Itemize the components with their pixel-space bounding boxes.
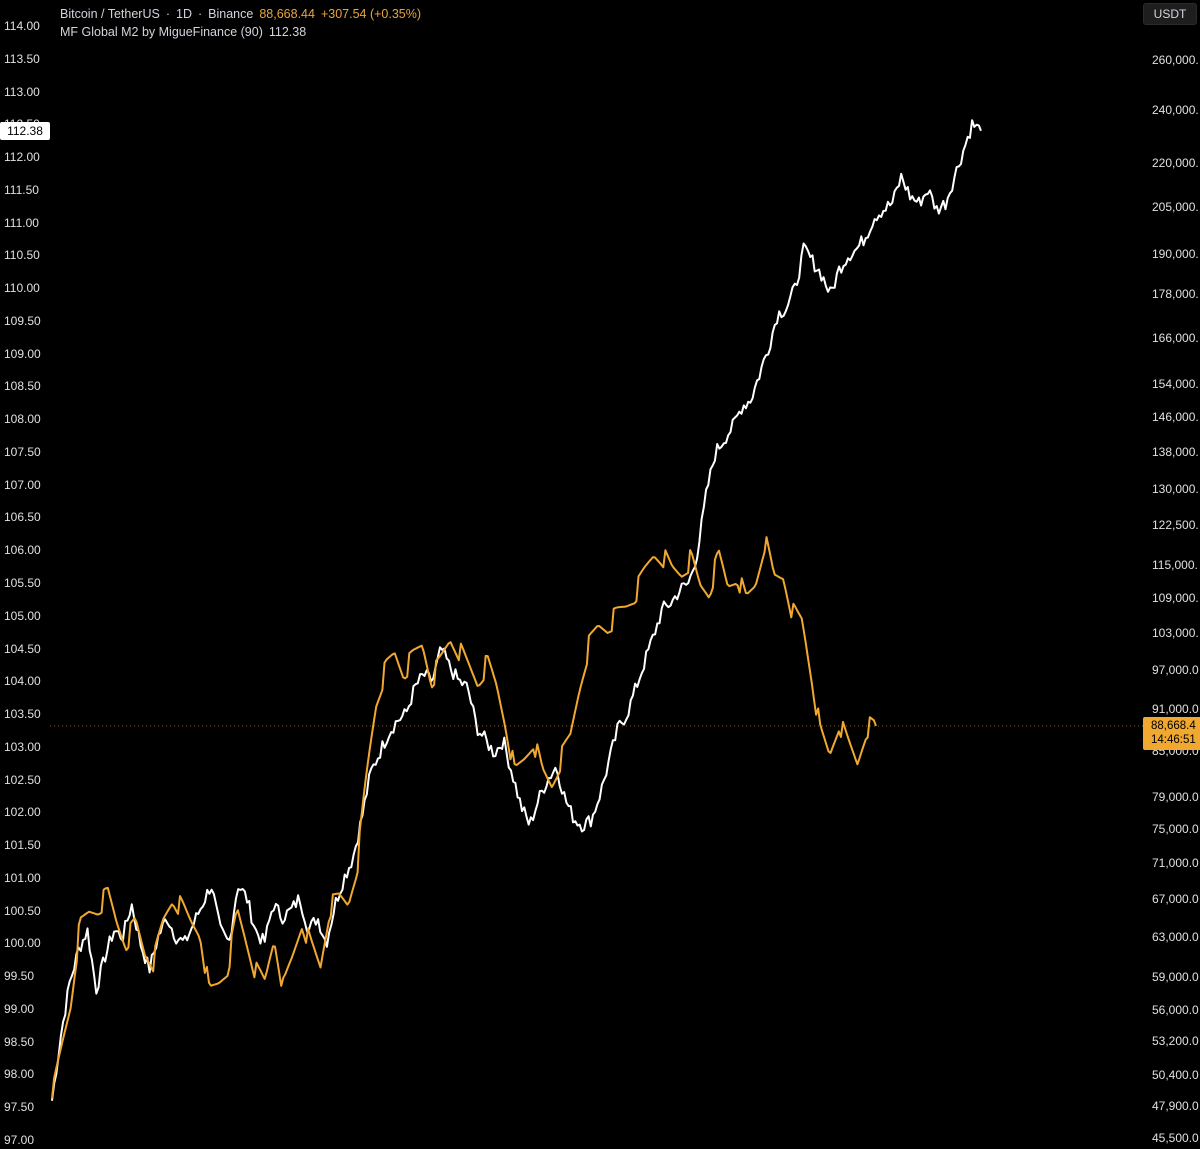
right-axis-tick: 63,000.0 <box>1152 929 1199 944</box>
left-axis-tick: 104.50 <box>4 641 41 656</box>
right-axis-tick: 47,900.0 <box>1152 1099 1199 1114</box>
symbol-name[interactable]: Bitcoin / TetherUS <box>60 7 160 21</box>
left-axis-tick: 104.00 <box>4 674 41 689</box>
left-axis-tick: 112.00 <box>4 150 40 165</box>
right-axis-tick: 178,000. <box>1152 287 1199 302</box>
currency-unit-button[interactable]: USDT <box>1143 3 1197 25</box>
left-axis-tick: 105.00 <box>4 608 41 623</box>
left-axis-tick: 113.50 <box>4 51 40 66</box>
left-axis-tick: 98.50 <box>4 1034 35 1049</box>
left-axis-tick: 97.50 <box>4 1100 35 1115</box>
left-axis-tick: 100.00 <box>4 936 41 951</box>
interval-label[interactable]: 1D <box>176 7 192 21</box>
right-axis-tick: 130,000. <box>1152 481 1199 496</box>
left-axis-tick: 99.00 <box>4 1001 35 1016</box>
m2-series-line <box>51 119 982 1101</box>
btc-current-price-badge: 88,668.4 14:46:51 <box>1143 717 1200 750</box>
right-axis-tick: 97,000.0 <box>1152 662 1199 677</box>
indicator-value: 112.38 <box>268 25 307 39</box>
right-axis-tick: 91,000.0 <box>1152 702 1199 717</box>
left-axis-tick: 102.00 <box>4 805 41 820</box>
left-axis-tick: 109.00 <box>4 346 41 361</box>
left-axis-tick: 108.00 <box>4 412 41 427</box>
right-axis-tick: 75,000.0 <box>1152 821 1199 836</box>
m2-current-value-badge: 112.38 <box>0 122 50 140</box>
btc-badge-price: 88,668.4 <box>1151 720 1196 732</box>
indicator-name[interactable]: MF Global M2 by MigueFinance (90) <box>60 25 263 39</box>
right-axis-tick: 240,000. <box>1152 102 1199 117</box>
right-axis-tick: 53,200.0 <box>1152 1034 1199 1049</box>
right-axis-tick: 166,000. <box>1152 330 1199 345</box>
right-axis-tick: 138,000. <box>1152 444 1199 459</box>
left-axis-tick: 101.50 <box>4 838 41 853</box>
left-axis-tick: 103.00 <box>4 739 41 754</box>
last-price: 88,668.44 <box>259 7 315 21</box>
chart-legend: Bitcoin / TetherUS · 1D · Binance 88,668… <box>60 7 422 39</box>
right-axis-tick: 146,000. <box>1152 409 1199 424</box>
left-axis-tick: 101.00 <box>4 870 41 885</box>
exchange-label: Binance <box>208 7 254 21</box>
price-change: +307.54 (+0.35%) <box>320 7 422 21</box>
right-axis-tick: 103,000. <box>1152 625 1199 640</box>
left-axis-tick: 111.00 <box>4 215 39 230</box>
right-axis-tick: 220,000. <box>1152 156 1199 171</box>
right-axis-tick: 109,000. <box>1152 590 1199 605</box>
left-axis-tick: 110.00 <box>4 281 40 296</box>
left-axis-tick: 103.50 <box>4 707 41 722</box>
right-axis-tick: 50,400.0 <box>1152 1067 1199 1082</box>
left-axis-tick: 110.50 <box>4 248 40 263</box>
left-axis-tick: 109.50 <box>4 313 41 328</box>
left-axis-tick: 97.00 <box>4 1133 35 1147</box>
left-axis-tick: 111.50 <box>4 182 39 197</box>
right-axis-tick: 79,000.0 <box>1152 789 1199 804</box>
right-axis-tick: 71,000.0 <box>1152 855 1199 870</box>
left-axis-tick: 98.00 <box>4 1067 35 1082</box>
left-axis-tick: 100.50 <box>4 903 41 918</box>
right-axis-tick: 205,000. <box>1152 199 1199 214</box>
btc-series-line <box>51 536 877 1099</box>
left-axis-tick: 108.50 <box>4 379 41 394</box>
left-axis-tick: 99.50 <box>4 969 35 984</box>
left-axis-tick: 107.50 <box>4 444 41 459</box>
right-axis-tick: 59,000.0 <box>1152 970 1199 985</box>
left-axis-tick: 105.50 <box>4 576 41 590</box>
left-axis-tick: 106.50 <box>4 510 41 525</box>
left-axis-tick: 106.00 <box>4 543 41 558</box>
left-axis-tick: 102.50 <box>4 772 41 787</box>
right-axis-tick: 67,000.0 <box>1152 891 1199 906</box>
right-axis-tick: 45,500.0 <box>1152 1131 1199 1145</box>
right-axis-tick: 56,000.0 <box>1152 1002 1199 1017</box>
bar-countdown: 14:46:51 <box>1151 734 1196 746</box>
left-axis-tick: 114.00 <box>4 19 40 33</box>
right-axis-tick: 154,000. <box>1152 376 1199 391</box>
right-axis-tick: 122,500. <box>1152 518 1199 533</box>
left-axis-tick: 107.00 <box>4 477 41 492</box>
right-axis-tick: 260,000. <box>1152 53 1199 67</box>
left-axis-tick: 113.00 <box>4 84 40 99</box>
right-axis-tick: 115,000. <box>1152 557 1198 572</box>
right-axis-tick: 190,000. <box>1152 246 1199 261</box>
